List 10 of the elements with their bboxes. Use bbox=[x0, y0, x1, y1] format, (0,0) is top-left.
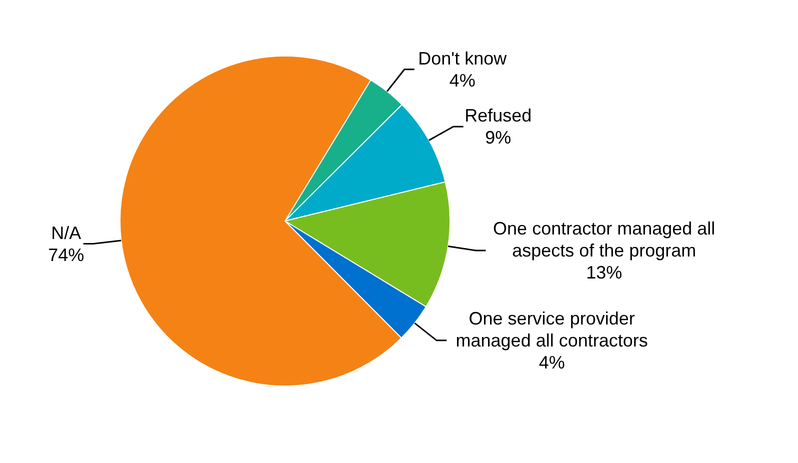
slice-label: One service provider managed all contractors bbox=[456, 308, 648, 350]
data-label: 4% bbox=[538, 352, 565, 372]
data-label: 9% bbox=[485, 128, 512, 148]
data-label: 74% bbox=[48, 244, 84, 265]
slice-label: Refused bbox=[464, 106, 532, 126]
slice-label: Don't know bbox=[418, 48, 508, 68]
data-label: 13% bbox=[586, 262, 622, 283]
slice-label: N/A bbox=[51, 222, 82, 243]
slice-label: One contractor managed all aspects of the program bbox=[493, 218, 716, 261]
data-label: 4% bbox=[449, 70, 476, 90]
